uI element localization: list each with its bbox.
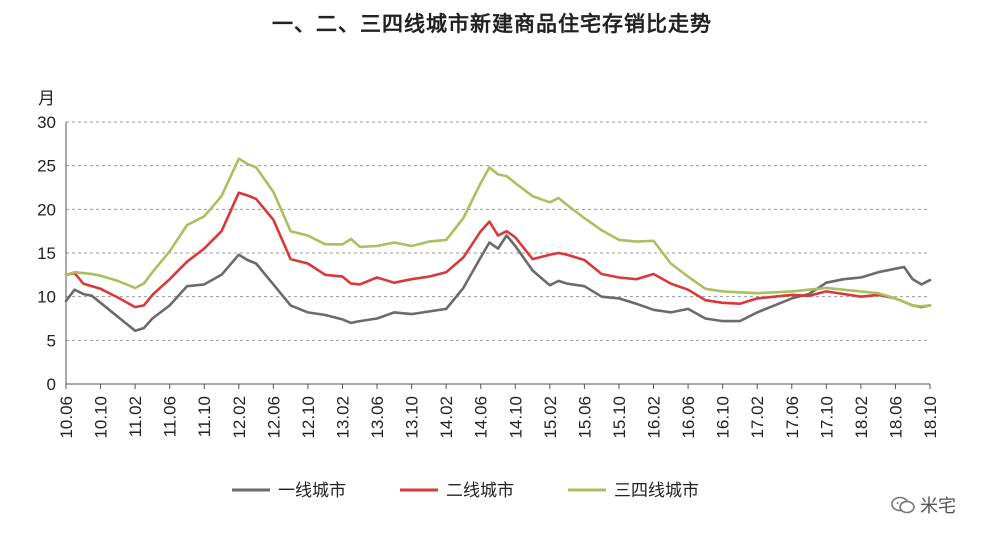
series-line-1 [64, 234, 932, 332]
y-tick-label: 10 [37, 288, 56, 307]
x-tick-label: 18.06 [886, 396, 905, 439]
y-tick-label: 20 [37, 200, 56, 219]
x-tick-label: 15.10 [610, 396, 629, 439]
y-axis-label: 月 [38, 89, 55, 109]
x-tick-label: 18.02 [852, 396, 871, 439]
x-tick-label: 10.10 [92, 396, 111, 439]
x-tick-label: 16.02 [645, 396, 664, 439]
series-line-3 [64, 157, 932, 308]
watermark-label: 米宅 [920, 496, 956, 517]
x-tick-label: 12.10 [299, 396, 318, 439]
wechat-icon [891, 496, 915, 514]
x-tick-label: 10.06 [57, 396, 76, 439]
x-tick-label: 16.10 [714, 396, 733, 439]
watermark: 米宅 [890, 492, 956, 518]
y-tick-label: 15 [37, 244, 56, 263]
x-tick-label: 18.10 [921, 396, 940, 439]
y-tick-label: 5 [47, 331, 56, 350]
x-tick-label: 15.02 [541, 396, 560, 439]
x-tick-label: 13.06 [368, 396, 387, 439]
x-tick-label: 13.02 [333, 396, 352, 439]
legend-label-3: 三四线城市 [614, 481, 699, 501]
x-tick-label: 14.06 [472, 396, 491, 439]
x-tick-label: 12.02 [230, 396, 249, 439]
x-tick-label: 17.10 [817, 396, 836, 439]
x-tick-label: 17.02 [748, 396, 767, 439]
x-tick-label: 11.02 [126, 396, 145, 437]
legend-label-1: 一线城市 [278, 481, 346, 501]
x-tick-label: 17.06 [783, 396, 802, 439]
y-tick-label: 30 [37, 113, 56, 132]
x-tick-label: 13.10 [403, 396, 422, 439]
x-tick-label: 14.10 [506, 396, 525, 439]
x-tick-label: 15.06 [575, 396, 594, 439]
chart-title: 一、二、三四线城市新建商品住宅存销比走势 [272, 11, 712, 36]
x-tick-label: 11.10 [195, 396, 214, 437]
x-tick-label: 12.06 [264, 396, 283, 439]
y-tick-label: 0 [47, 375, 56, 394]
legend-label-2: 二线城市 [446, 481, 514, 501]
y-tick-label: 25 [37, 157, 56, 176]
x-tick-label: 11.06 [161, 396, 180, 437]
series-line-2 [64, 191, 932, 309]
x-tick-label: 16.06 [679, 396, 698, 439]
x-tick-label: 14.02 [437, 396, 456, 439]
